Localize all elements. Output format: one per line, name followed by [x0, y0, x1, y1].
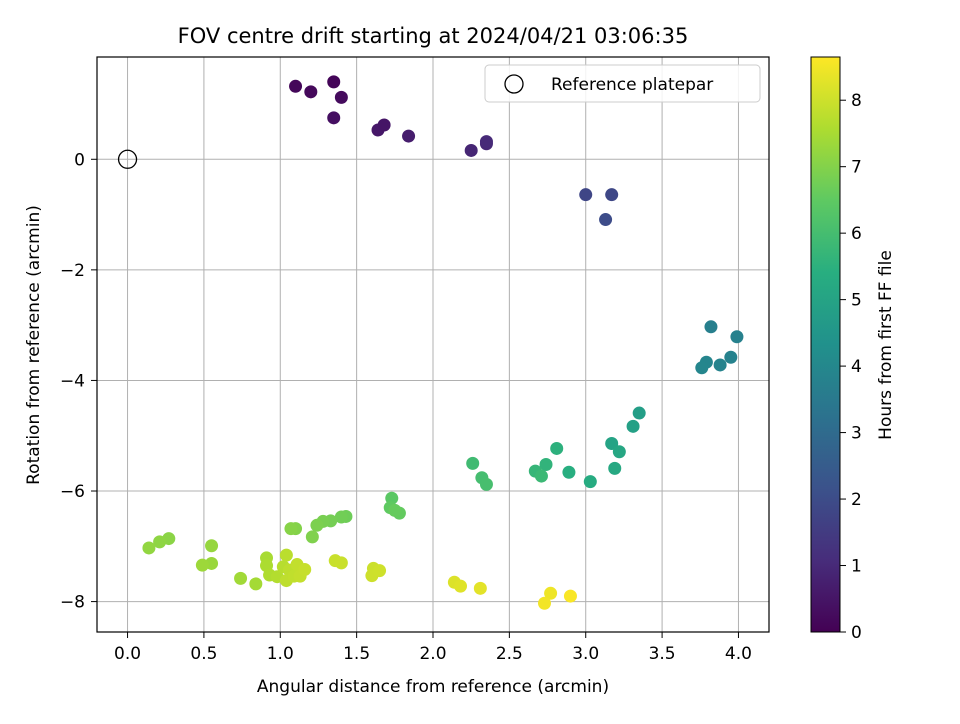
scatter-point — [713, 358, 727, 372]
scatter-point — [334, 510, 348, 524]
scatter-point — [402, 129, 416, 143]
scatter-point — [327, 111, 341, 125]
scatter-point — [473, 581, 487, 595]
scatter-point — [464, 143, 478, 157]
scatter-point — [605, 436, 619, 450]
scatter-point — [479, 135, 493, 149]
x-tick-label: 1.5 — [343, 644, 370, 664]
x-tick-label: 2.5 — [496, 644, 523, 664]
scatter-point — [298, 563, 312, 577]
scatter-point — [550, 441, 564, 455]
scatter-point — [537, 596, 551, 610]
y-tick-label: −6 — [60, 482, 85, 502]
scatter-point — [599, 213, 613, 227]
x-tick-label: 3.5 — [649, 644, 676, 664]
scatter-point — [730, 330, 744, 344]
scatter-point — [334, 556, 348, 570]
legend-box — [484, 64, 761, 103]
scatter-point — [388, 503, 402, 517]
scatter-point — [142, 541, 156, 555]
scatter-point — [195, 558, 209, 572]
y-axis-ticks: 0 −2 −4 −6 −8 — [60, 150, 97, 613]
scatter-point — [327, 75, 341, 89]
scatter-point — [704, 320, 718, 334]
scatter-point — [289, 79, 303, 93]
colorbar-tick-label: 4 — [851, 357, 862, 377]
scatter-point — [377, 118, 391, 132]
colorbar-tick-label: 3 — [851, 424, 862, 444]
colorbar-tick-label: 0 — [851, 623, 862, 643]
scatter-point — [534, 469, 548, 483]
scatter-point — [608, 461, 622, 475]
scatter-point — [334, 90, 348, 104]
scatter-point — [234, 571, 248, 585]
scatter-point — [279, 548, 293, 562]
x-tick-label: 3.0 — [572, 644, 599, 664]
scatter-point — [605, 188, 619, 202]
scatter-point — [583, 475, 597, 489]
scatter-point — [466, 456, 480, 470]
colorbar-tick-label: 1 — [851, 557, 862, 577]
legend-marker-circle-icon — [504, 74, 524, 94]
colorbar-tick-label: 2 — [851, 490, 862, 510]
scatter-point — [539, 457, 553, 471]
colorbar-label: Hours from first FF file — [876, 250, 896, 440]
legend: Reference platepar — [484, 64, 761, 103]
scatter-point — [373, 564, 387, 578]
x-tick-label: 0.0 — [114, 644, 141, 664]
x-tick-label: 2.0 — [419, 644, 446, 664]
y-axis-label: Rotation from reference (arcmin) — [24, 205, 44, 485]
colorbar — [810, 56, 841, 633]
chart-title: FOV centre drift starting at 2024/04/21 … — [178, 24, 689, 48]
grid-lines — [97, 57, 769, 632]
scatter-point — [453, 579, 467, 593]
y-tick-label: −2 — [60, 261, 85, 281]
scatter-point — [579, 188, 593, 202]
scatter-points — [117, 75, 744, 610]
scatter-point — [304, 85, 318, 99]
colorbar-tick-label: 6 — [851, 224, 862, 244]
scatter-point — [479, 477, 493, 491]
scatter-point — [305, 530, 319, 544]
y-tick-label: −4 — [60, 371, 85, 391]
scatter-point — [632, 406, 646, 420]
scatter-point — [563, 589, 577, 603]
colorbar-tick-label: 7 — [851, 158, 862, 178]
scatter-point — [612, 445, 626, 459]
colorbar-ticks: 0 1 2 3 4 5 6 7 8 — [840, 91, 862, 643]
scatter-point — [626, 419, 640, 433]
x-tick-label: 4.0 — [725, 644, 752, 664]
scatter-point — [310, 518, 324, 532]
scatter-point — [284, 522, 298, 536]
x-axis-ticks: 0.0 0.5 1.0 1.5 2.0 2.5 3.0 3.5 4.0 — [114, 632, 752, 664]
x-axis-label: Angular distance from reference (arcmin) — [257, 677, 609, 697]
scatter-point — [153, 535, 167, 549]
legend-entry-label: Reference platepar — [551, 75, 713, 95]
y-tick-label: 0 — [74, 150, 85, 170]
colorbar-tick-label: 8 — [851, 91, 862, 111]
scatter-point — [205, 539, 219, 553]
x-tick-label: 1.0 — [267, 644, 294, 664]
colorbar-tick-label: 5 — [851, 291, 862, 311]
scatter-point — [695, 361, 709, 375]
scatter-point — [724, 350, 738, 364]
scatter-point — [249, 577, 263, 591]
reference-platepar-marker — [117, 149, 138, 169]
scatter-point — [544, 586, 558, 600]
scatter-point — [562, 465, 576, 479]
y-tick-label: −8 — [60, 593, 85, 613]
x-tick-label: 0.5 — [190, 644, 217, 664]
